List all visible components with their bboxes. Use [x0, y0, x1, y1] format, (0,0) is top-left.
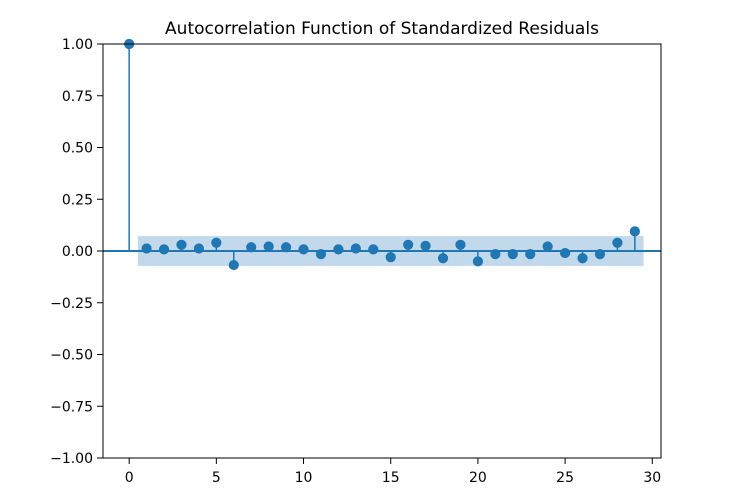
- acf-point-lag-23: [525, 249, 536, 260]
- chart-title: Autocorrelation Function of Standardized…: [165, 19, 599, 39]
- acf-point-lag-17: [420, 240, 431, 251]
- x-tick-label-15: 15: [382, 470, 400, 486]
- acf-point-lag-2: [158, 244, 170, 255]
- acf-point-lag-18: [437, 253, 449, 264]
- acf-point-lag-20: [472, 256, 484, 267]
- acf-point-lag-13: [350, 243, 361, 254]
- acf-point-lag-21: [490, 249, 501, 260]
- y-tick-label-7: −0.75: [50, 399, 93, 415]
- acf-point-lag-4: [193, 243, 205, 254]
- x-tick-label-10: 10: [295, 470, 313, 486]
- x-tick-label-0: 0: [125, 470, 134, 486]
- acf-point-lag-1: [141, 243, 152, 254]
- acf-point-lag-25: [559, 247, 571, 259]
- acf-point-lag-15: [385, 252, 396, 263]
- y-tick-label-8: −1.00: [50, 451, 93, 467]
- y-tick-label-3: 0.25: [62, 192, 93, 208]
- acf-point-lag-14: [368, 244, 379, 255]
- acf-point-lag-6: [228, 259, 239, 271]
- x-tick-label-20: 20: [469, 470, 487, 486]
- acf-point-lag-5: [211, 237, 222, 248]
- acf-point-lag-22: [507, 249, 518, 260]
- x-tick-label-25: 25: [556, 470, 574, 486]
- y-tick-label-0: 1.00: [62, 37, 93, 53]
- acf-point-lag-8: [263, 241, 274, 252]
- acf-point-lag-11: [315, 249, 327, 260]
- acf-point-lag-28: [612, 237, 623, 248]
- acf-point-lag-9: [280, 242, 292, 253]
- acf-point-lag-3: [176, 239, 187, 250]
- axis-layer: 0 5 10 15 20 25 30 1.00 0.75 0.50 0.25 0.00 −0.25 −0.…: [50, 37, 662, 486]
- acf-point-lag-26: [577, 253, 588, 264]
- acf-point-lag-10: [298, 244, 309, 255]
- acf-point-lag-19: [455, 239, 466, 250]
- acf-point-lag-12: [333, 244, 344, 255]
- y-tick-label-4: 0.00: [62, 244, 93, 260]
- acf-point-lag-24: [542, 241, 553, 252]
- x-tick-label-30: 30: [643, 470, 661, 486]
- y-tick-label-5: −0.25: [50, 296, 93, 312]
- stem-layer: [124, 38, 640, 271]
- acf-point-lag-27: [594, 249, 606, 260]
- acf-point-lag-7: [246, 242, 257, 253]
- y-tick-label-1: 0.75: [62, 89, 93, 105]
- acf-point-lag-16: [403, 239, 414, 250]
- acf-point-lag-29: [629, 226, 640, 237]
- x-tick-label-5: 5: [212, 470, 221, 486]
- y-tick-label-6: −0.50: [50, 348, 93, 364]
- y-tick-label-2: 0.50: [62, 141, 93, 157]
